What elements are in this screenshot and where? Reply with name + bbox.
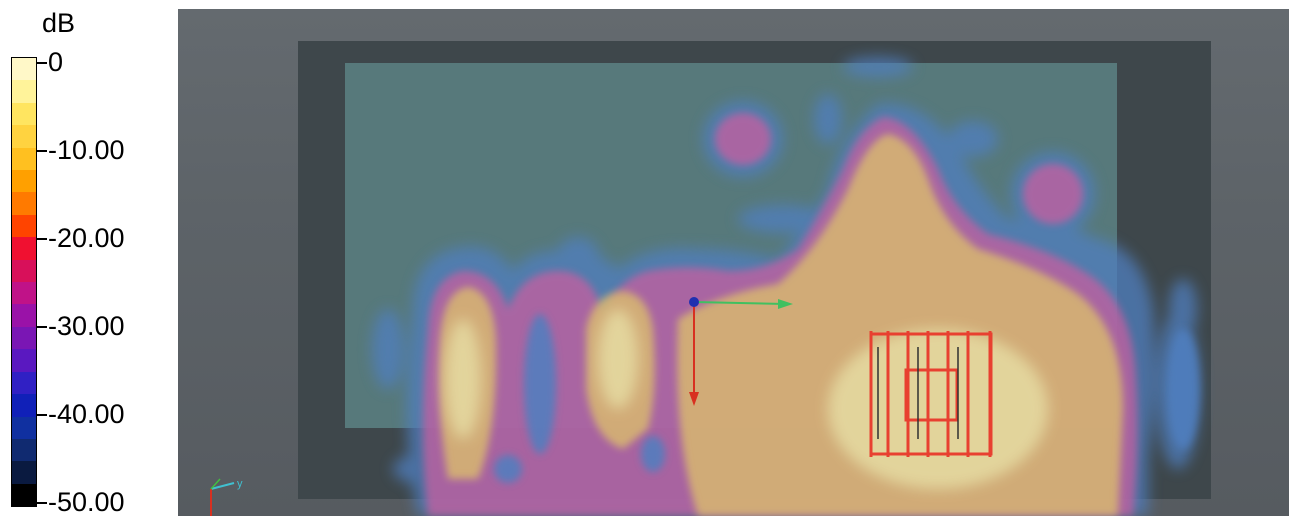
field-distribution-overlay: y xyxy=(210,57,1200,516)
axis-gizmo xyxy=(689,297,793,406)
legend-color-segment-19 xyxy=(12,483,36,507)
legend-color-segment-9 xyxy=(12,259,36,283)
legend-tick-4: -40.00 xyxy=(48,399,125,429)
legend-tick-1: -10.00 xyxy=(48,135,125,165)
legend-color-segment-0 xyxy=(12,58,36,81)
legend-color-segment-5 xyxy=(12,170,36,193)
legend-tick-2: -20.00 xyxy=(48,223,125,253)
legend-color-segment-14 xyxy=(12,371,36,395)
field-level-peak xyxy=(445,309,1048,489)
legend-unit-label: dB xyxy=(42,8,76,38)
legend-color-segment-18 xyxy=(12,461,36,484)
legend-tick-5: -50.00 xyxy=(48,487,125,517)
legend-color-segment-16 xyxy=(12,416,36,439)
legend-tick-mark xyxy=(37,414,47,416)
legend-color-segment-2 xyxy=(12,102,36,126)
legend-color-segment-1 xyxy=(12,80,36,103)
coil-structure xyxy=(869,331,993,457)
color-scale-bar xyxy=(11,57,37,507)
axis-y-label: y xyxy=(237,478,243,490)
legend-color-segment-6 xyxy=(12,192,36,215)
legend-color-segment-17 xyxy=(12,438,36,462)
orientation-triad-icon xyxy=(210,478,235,516)
legend-color-segment-13 xyxy=(12,349,36,372)
legend-tick-0: 0 xyxy=(48,47,64,77)
legend-tick-mark xyxy=(37,150,47,152)
legend-tick-3: -30.00 xyxy=(48,311,125,341)
legend-color-segment-4 xyxy=(12,147,36,171)
legend-tick-mark xyxy=(37,326,47,328)
field-nulls xyxy=(494,314,1199,483)
legend-tick-mark xyxy=(37,502,47,504)
color-scale-legend: dB 0 -10.00 -20.00 -30.00 -40.00 -50.00 xyxy=(0,0,178,516)
legend-color-segment-15 xyxy=(12,394,36,417)
legend-color-segment-10 xyxy=(12,282,36,305)
legend-color-segment-12 xyxy=(12,326,36,350)
3d-viewport[interactable]: y xyxy=(178,9,1289,516)
legend-tick-mark xyxy=(37,62,47,64)
legend-color-segment-3 xyxy=(12,125,36,148)
legend-color-segment-7 xyxy=(12,214,36,238)
legend-color-segment-11 xyxy=(12,304,36,327)
legend-tick-mark xyxy=(37,238,47,240)
legend-color-segment-8 xyxy=(12,237,36,260)
